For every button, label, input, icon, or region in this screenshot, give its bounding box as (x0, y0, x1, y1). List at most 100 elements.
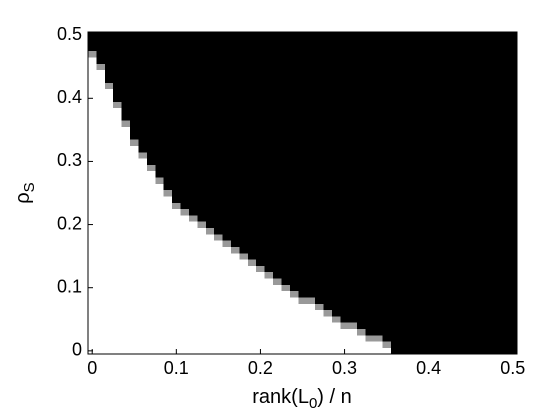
heatmap-cell (441, 101, 451, 109)
heatmap-cell (163, 139, 173, 146)
heatmap-cell (474, 221, 484, 229)
heatmap-cell (357, 309, 366, 317)
heatmap-cell (247, 63, 257, 71)
heatmap-cell (247, 139, 257, 146)
heatmap-cell (382, 234, 392, 241)
heatmap-cell (424, 183, 434, 191)
heatmap-cell (382, 208, 392, 216)
heatmap-cell (214, 278, 223, 285)
heatmap-cell (432, 221, 442, 229)
heatmap-cell (264, 196, 274, 203)
heatmap-cell (231, 177, 240, 184)
heatmap-cell (180, 32, 190, 39)
heatmap-cell (474, 120, 484, 128)
heatmap-cell (306, 341, 316, 348)
heatmap-cell (264, 259, 274, 266)
heatmap-cells (88, 32, 518, 355)
heatmap-cell (399, 265, 408, 273)
heatmap-cell (340, 240, 350, 247)
heatmap-cell (491, 95, 501, 102)
heatmap-cell (458, 227, 467, 235)
heatmap-cell (416, 120, 425, 128)
heatmap-cell (138, 284, 148, 292)
heatmap-cell (121, 145, 131, 153)
heatmap-cell (130, 309, 139, 317)
heatmap-cell (104, 88, 114, 96)
heatmap-cell (188, 328, 198, 336)
heatmap-cell (130, 101, 139, 109)
heatmap-cell (96, 32, 106, 39)
heatmap-cell (424, 151, 434, 159)
heatmap-cell (281, 151, 291, 159)
heatmap-cell (348, 133, 358, 140)
heatmap-cell (306, 196, 316, 203)
heatmap-cell (239, 271, 249, 279)
heatmap-cell (331, 101, 341, 109)
heatmap-cell (483, 196, 493, 203)
heatmap-cell (491, 120, 501, 128)
heatmap-cell (155, 44, 165, 52)
heatmap-cell (340, 133, 350, 140)
heatmap-cell (416, 316, 425, 323)
heatmap-cell (399, 309, 408, 317)
heatmap-cell (197, 316, 207, 323)
heatmap-cell (382, 44, 392, 52)
heatmap-cell (500, 341, 509, 348)
heatmap-cell (264, 328, 274, 336)
heatmap-cell (508, 259, 518, 266)
heatmap-cell (390, 215, 400, 222)
heatmap-cell (382, 202, 392, 210)
heatmap-cell (256, 316, 265, 323)
heatmap-cell (96, 208, 106, 216)
heatmap-cell (214, 196, 223, 203)
heatmap-cell (214, 183, 223, 191)
heatmap-cell (239, 158, 249, 165)
heatmap-cell (483, 309, 493, 317)
heatmap-cell (130, 158, 139, 165)
heatmap-cell (281, 63, 291, 71)
heatmap-cell (466, 32, 476, 39)
heatmap-cell (256, 189, 265, 197)
heatmap-cell (399, 158, 408, 165)
heatmap-cell (374, 151, 383, 159)
heatmap-cell (138, 246, 148, 254)
heatmap-cell (390, 177, 400, 184)
heatmap-cell (357, 196, 366, 203)
heatmap-cell (222, 57, 232, 64)
heatmap-cell (390, 76, 400, 83)
heatmap-cell (399, 284, 408, 292)
heatmap-cell (222, 328, 232, 336)
heatmap-cell (508, 240, 518, 247)
heatmap-cell (146, 297, 156, 304)
heatmap-cell (331, 32, 341, 39)
heatmap-cell (281, 177, 291, 184)
heatmap-cell (365, 290, 375, 298)
heatmap-cell (382, 271, 392, 279)
heatmap-cell (205, 259, 215, 266)
heatmap-cell (205, 50, 215, 58)
heatmap-cell (138, 341, 148, 348)
heatmap-cell (104, 164, 114, 172)
heatmap-cell (424, 265, 434, 273)
heatmap-cell (163, 120, 173, 128)
heatmap-cell (432, 309, 442, 317)
heatmap-cell (96, 44, 106, 52)
heatmap-cell (273, 158, 282, 165)
heatmap-cell (155, 297, 165, 304)
heatmap-cell (508, 82, 518, 90)
heatmap-cell (239, 234, 249, 241)
heatmap-cell (374, 69, 383, 77)
heatmap-cell (222, 164, 232, 172)
heatmap-cell (298, 252, 308, 260)
heatmap-cell (416, 151, 425, 159)
heatmap-cell (130, 259, 139, 266)
heatmap-cell (390, 347, 400, 355)
heatmap-cell (348, 347, 358, 355)
heatmap-cell (113, 183, 122, 191)
heatmap-cell (449, 221, 459, 229)
heatmap-cell (247, 38, 257, 45)
heatmap-cell (374, 278, 383, 285)
heatmap-cell (138, 322, 148, 330)
heatmap-cell (348, 316, 358, 323)
heatmap-cell (163, 284, 173, 292)
